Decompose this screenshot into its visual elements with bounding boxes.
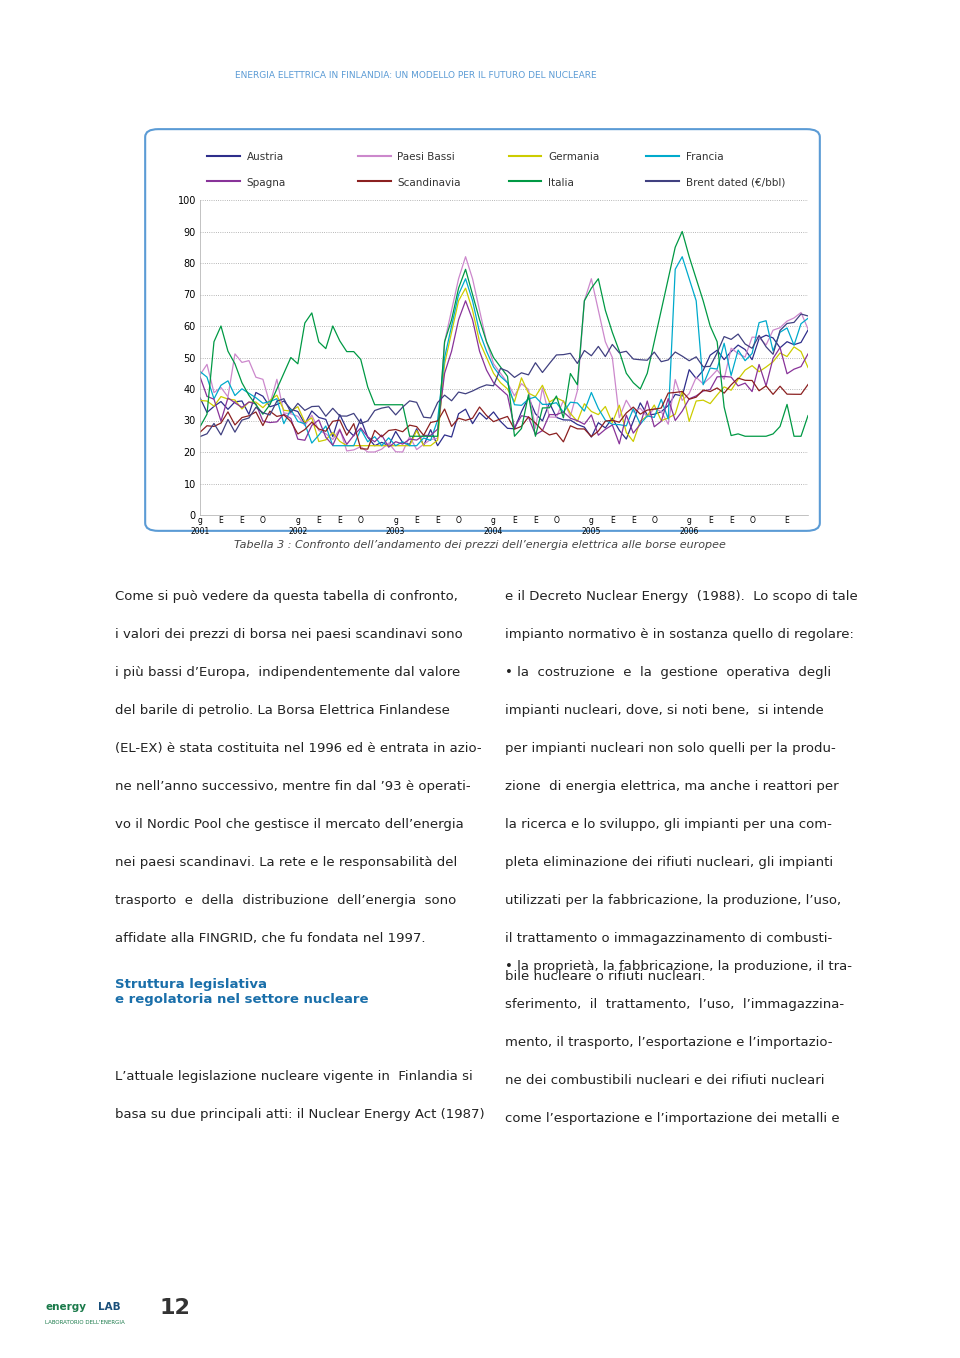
Text: Struttura legislativa: Struttura legislativa <box>115 978 267 991</box>
Text: Germania: Germania <box>548 152 599 163</box>
Text: trasporto  e  della  distribuzione  dell’energia  sono: trasporto e della distribuzione dell’ene… <box>115 894 456 907</box>
Text: vo il Nordic Pool che gestisce il mercato dell’energia: vo il Nordic Pool che gestisce il mercat… <box>115 818 464 831</box>
Text: • la  costruzione  e  la  gestione  operativa  degli: • la costruzione e la gestione operativa… <box>505 665 831 679</box>
FancyBboxPatch shape <box>145 129 820 531</box>
Text: del barile di petrolio. La Borsa Elettrica Finlandese: del barile di petrolio. La Borsa Elettri… <box>115 703 450 717</box>
Text: Francia: Francia <box>685 152 723 163</box>
Text: i più bassi d’Europa,  indipendentemente dal valore: i più bassi d’Europa, indipendentemente … <box>115 665 460 679</box>
Text: Scandinavia: Scandinavia <box>397 178 461 187</box>
Text: energy: energy <box>45 1302 86 1312</box>
Text: mento, il trasporto, l’esportazione e l’importazio-: mento, il trasporto, l’esportazione e l’… <box>505 1036 832 1048</box>
Text: la ricerca e lo sviluppo, gli impianti per una com-: la ricerca e lo sviluppo, gli impianti p… <box>505 818 832 831</box>
Text: LAB: LAB <box>98 1302 121 1312</box>
Text: pleta eliminazione dei rifiuti nucleari, gli impianti: pleta eliminazione dei rifiuti nucleari,… <box>505 856 833 869</box>
Text: per impianti nucleari non solo quelli per la produ-: per impianti nucleari non solo quelli pe… <box>505 741 836 755</box>
Text: • la proprietà, la fabbricazione, la produzione, il tra-: • la proprietà, la fabbricazione, la pro… <box>505 960 852 972</box>
Text: (EL-EX) è stata costituita nel 1996 ed è entrata in azio-: (EL-EX) è stata costituita nel 1996 ed è… <box>115 741 482 755</box>
Text: 12: 12 <box>160 1298 191 1319</box>
Text: sferimento,  il  trattamento,  l’uso,  l’immagazzina-: sferimento, il trattamento, l’uso, l’imm… <box>505 998 844 1010</box>
Text: e il Decreto Nuclear Energy  (1988).  Lo scopo di tale: e il Decreto Nuclear Energy (1988). Lo s… <box>505 589 857 603</box>
Text: Italia: Italia <box>548 178 574 187</box>
Text: come l’esportazione e l’importazione dei metalli e: come l’esportazione e l’importazione dei… <box>505 1112 840 1124</box>
Text: Austria: Austria <box>247 152 284 163</box>
Text: L’attuale legislazione nucleare vigente in  Finlandia si: L’attuale legislazione nucleare vigente … <box>115 1070 472 1082</box>
Text: ENERGIA ELETTRICA IN FINLANDIA: UN MODELLO PER IL FUTURO DEL NUCLEARE: ENERGIA ELETTRICA IN FINLANDIA: UN MODEL… <box>235 72 597 80</box>
Text: nei paesi scandinavi. La rete e le responsabilità del: nei paesi scandinavi. La rete e le respo… <box>115 856 457 869</box>
Text: utilizzati per la fabbricazione, la produzione, l’uso,: utilizzati per la fabbricazione, la prod… <box>505 894 841 907</box>
Text: affidate alla FINGRID, che fu fondata nel 1997.: affidate alla FINGRID, che fu fondata ne… <box>115 932 425 945</box>
Text: e regolatoria nel settore nucleare: e regolatoria nel settore nucleare <box>115 993 369 1006</box>
Text: Brent dated (€/bbl): Brent dated (€/bbl) <box>685 178 785 187</box>
Text: basa su due principali atti: il Nuclear Energy Act (1987): basa su due principali atti: il Nuclear … <box>115 1108 485 1120</box>
Text: il trattamento o immagazzinamento di combusti-: il trattamento o immagazzinamento di com… <box>505 932 832 945</box>
Text: impianti nucleari, dove, si noti bene,  si intende: impianti nucleari, dove, si noti bene, s… <box>505 703 824 717</box>
Text: i valori dei prezzi di borsa nei paesi scandinavi sono: i valori dei prezzi di borsa nei paesi s… <box>115 627 463 641</box>
Text: bile nucleare o rifiuti nucleari.: bile nucleare o rifiuti nucleari. <box>505 970 706 983</box>
Text: Paesi Bassi: Paesi Bassi <box>397 152 455 163</box>
Text: zione  di energia elettrica, ma anche i reattori per: zione di energia elettrica, ma anche i r… <box>505 779 839 793</box>
Text: ne nell’anno successivo, mentre fin dal ’93 è operati-: ne nell’anno successivo, mentre fin dal … <box>115 779 470 793</box>
Text: LABORATORIO DELL'ENERGIA: LABORATORIO DELL'ENERGIA <box>45 1320 125 1325</box>
Text: Tabella 3 : Confronto dell’andamento dei prezzi dell’energia elettrica alle bors: Tabella 3 : Confronto dell’andamento dei… <box>234 540 726 550</box>
Text: Come si può vedere da questa tabella di confronto,: Come si può vedere da questa tabella di … <box>115 589 458 603</box>
Text: impianto normativo è in sostanza quello di regolare:: impianto normativo è in sostanza quello … <box>505 627 853 641</box>
Text: Spagna: Spagna <box>247 178 286 187</box>
Text: ne dei combustibili nucleari e dei rifiuti nucleari: ne dei combustibili nucleari e dei rifiu… <box>505 1074 825 1086</box>
